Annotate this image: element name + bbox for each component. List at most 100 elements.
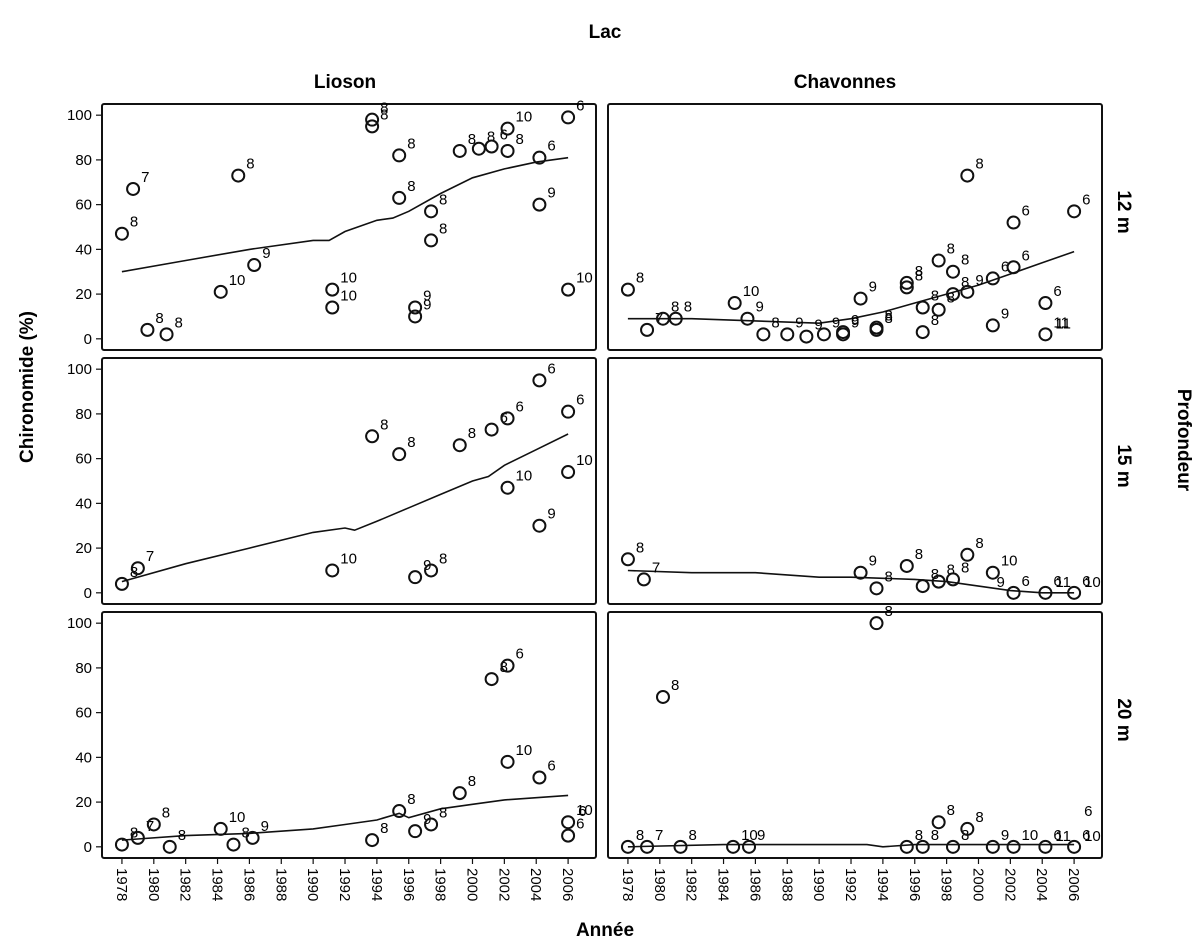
point-label: 9 <box>869 279 877 296</box>
point-label: 8 <box>961 559 969 576</box>
data-point <box>985 565 1000 580</box>
data-point <box>325 563 340 578</box>
point-label: 6 <box>578 803 586 820</box>
data-point <box>869 581 884 596</box>
x-tick-label: 1980 <box>145 868 162 901</box>
point-label: 8 <box>931 566 939 583</box>
point-label: 10 <box>576 802 593 819</box>
x-tick-label: 1990 <box>304 868 321 901</box>
x-tick-label: 1992 <box>842 868 859 901</box>
point-label: 6 <box>547 360 555 377</box>
x-tick-label: 1980 <box>651 868 668 901</box>
point-label: 8 <box>947 802 955 819</box>
panel-frame <box>101 357 597 605</box>
data-point <box>960 284 975 299</box>
point-label: 8 <box>487 129 495 146</box>
data-point <box>561 815 576 830</box>
x-tick-label: 1982 <box>683 868 700 901</box>
data-point <box>945 572 960 587</box>
data-point <box>960 547 975 562</box>
panel-chavonnes-20m: 20 m 1978 1980 1982 1984 1986 1988 1990 1992 1994… <box>607 603 1134 901</box>
point-label: 10 <box>1001 553 1018 570</box>
data-point <box>452 786 467 801</box>
point-label: 8 <box>175 314 183 331</box>
row-label: 20 m <box>1113 698 1134 741</box>
point-label: 8 <box>407 135 415 152</box>
point-label: 8 <box>931 312 939 329</box>
point-label: 8 <box>947 562 955 579</box>
point-label: 9 <box>1001 827 1009 844</box>
point-label: 9 <box>851 312 859 329</box>
data-point <box>1006 215 1021 230</box>
data-point <box>130 561 145 576</box>
point-label: 8 <box>241 825 249 842</box>
y-tick-label: 60 <box>75 197 92 214</box>
point-label: 9 <box>996 574 1004 591</box>
point-label: 8 <box>439 804 447 821</box>
data-point <box>408 570 423 585</box>
point-label: 8 <box>407 178 415 195</box>
data-point <box>1038 327 1053 342</box>
data-point <box>114 576 129 591</box>
point-label: 9 <box>869 553 877 570</box>
data-point <box>365 119 380 134</box>
point-label: 10 <box>340 288 357 305</box>
point-label: 6 <box>1022 247 1030 264</box>
data-point <box>500 754 515 769</box>
panel-frame <box>607 357 1103 605</box>
point-label: 6 <box>500 126 508 143</box>
data-point <box>392 190 407 205</box>
data-point <box>365 833 380 848</box>
point-label: 9 <box>851 314 859 331</box>
y-tick-label: 20 <box>75 540 92 557</box>
x-tick-label: 1986 <box>240 868 257 901</box>
data-point <box>325 300 340 315</box>
point-label: 8 <box>155 310 163 327</box>
point-label: 10 <box>1022 827 1039 844</box>
data-point <box>899 558 914 573</box>
point-label: 9 <box>755 299 763 316</box>
point-label: 10 <box>1084 574 1101 591</box>
row-label: 15 m <box>1113 444 1134 487</box>
data-point <box>392 148 407 163</box>
data-point <box>816 327 831 342</box>
data-point <box>836 327 851 342</box>
x-tick-label: 2000 <box>969 868 986 901</box>
point-label: 6 <box>516 398 524 415</box>
x-tick-label: 1992 <box>336 868 353 901</box>
point-label: 6 <box>1022 203 1030 220</box>
point-label: 10 <box>340 270 357 287</box>
point-label: 9 <box>1001 305 1009 322</box>
data-point <box>365 112 380 127</box>
data-point <box>424 233 439 248</box>
point-label: 8 <box>636 827 644 844</box>
data-point <box>780 327 795 342</box>
data-point <box>985 318 1000 333</box>
point-label: 8 <box>636 539 644 556</box>
point-label: 8 <box>439 220 447 237</box>
data-point <box>915 839 930 854</box>
y-tick-label: 40 <box>75 495 92 512</box>
x-tick-label: 1982 <box>177 868 194 901</box>
data-point <box>424 817 439 832</box>
data-point <box>392 804 407 819</box>
point-label: 8 <box>636 270 644 287</box>
data-point <box>960 821 975 836</box>
panel-frame <box>607 103 1103 351</box>
x-tick-label: 2006 <box>1065 868 1082 901</box>
data-point <box>640 322 655 337</box>
trend-line <box>121 433 569 583</box>
point-label: 8 <box>468 425 476 442</box>
y-tick-label: 80 <box>75 660 92 677</box>
data-point <box>869 322 884 337</box>
right-axis-title: Profondeur <box>1173 389 1194 492</box>
point-label: 8 <box>947 290 955 307</box>
point-label: 9 <box>795 314 803 331</box>
data-point <box>1067 839 1082 854</box>
data-point <box>740 311 755 326</box>
x-tick-label: 2004 <box>527 868 544 901</box>
data-point <box>500 658 515 673</box>
data-point <box>500 121 515 136</box>
